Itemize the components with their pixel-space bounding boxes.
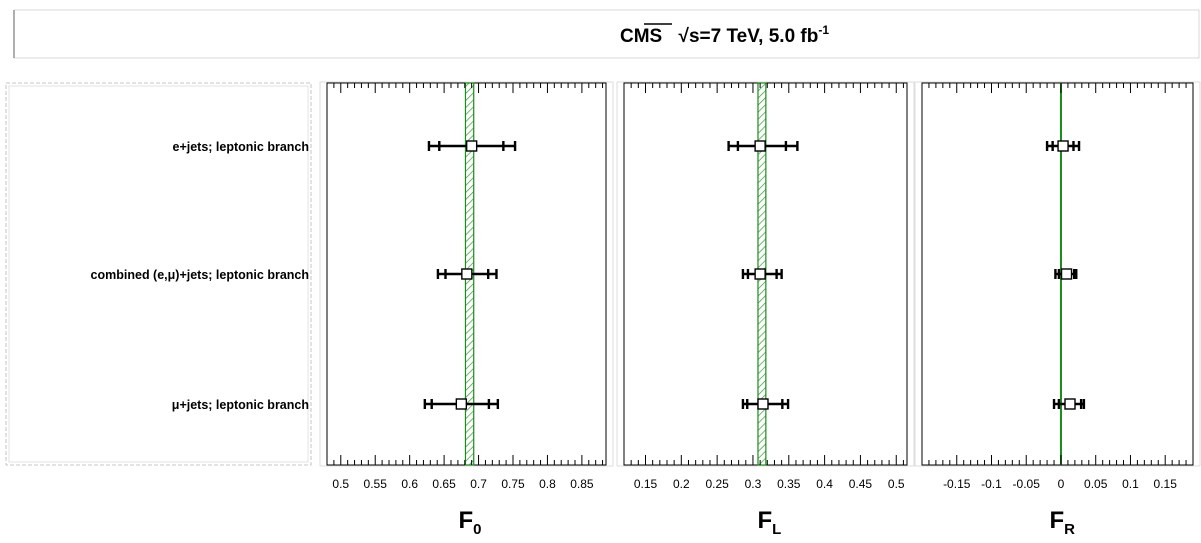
measurement-point bbox=[423, 398, 500, 410]
x-tick-label: 0.45 bbox=[849, 477, 873, 491]
x-tick-label: 0.05 bbox=[1084, 477, 1108, 491]
axis-title: F0 bbox=[459, 507, 482, 538]
panel-L: 0.15 0.2 0.25 0.3 0.35 0.4 0.45 0.5 FL bbox=[616, 81, 915, 538]
sqrt-s-label: s bbox=[689, 26, 700, 47]
x-tick-label: 0.55 bbox=[364, 477, 388, 491]
row-label-pad bbox=[5, 82, 312, 466]
x-tick-label: 0.1 bbox=[1122, 477, 1139, 491]
row-label: μ+jets; leptonic branch bbox=[172, 398, 309, 412]
x-tick-label: 0.6 bbox=[401, 477, 418, 491]
x-tick-label: 0.15 bbox=[634, 477, 658, 491]
central-value-marker bbox=[754, 268, 766, 280]
x-tick-label: 0.8 bbox=[539, 477, 556, 491]
x-tick-label: -0.05 bbox=[1013, 477, 1041, 491]
central-value-marker bbox=[1057, 140, 1069, 152]
central-value-marker bbox=[754, 140, 766, 152]
central-value-marker bbox=[455, 398, 468, 410]
x-tick-label: -0.1 bbox=[981, 477, 1002, 491]
central-value-marker bbox=[1060, 268, 1073, 280]
x-tick-label: 0.4 bbox=[816, 477, 833, 491]
plot-frame bbox=[921, 82, 1194, 466]
row-label: combined (e,μ)+jets; leptonic branch bbox=[91, 268, 309, 282]
x-tick-label: 0.15 bbox=[1154, 477, 1178, 491]
x-tick-label: 0 bbox=[1058, 477, 1065, 491]
lumi-exponent: -1 bbox=[818, 23, 829, 37]
row-labels: e+jets; leptonic branch combined (e,μ)+je… bbox=[91, 140, 309, 412]
measurement-point bbox=[1054, 268, 1078, 280]
svg-text:CMS √s=7 TeV, 5.0 fb-1: CMS √s=7 TeV, 5.0 fb-1 bbox=[620, 23, 829, 47]
row-label: e+jets; leptonic branch bbox=[173, 140, 310, 154]
x-tick-label: 0.75 bbox=[501, 477, 525, 491]
x-tick-label: 0.5 bbox=[332, 477, 349, 491]
measurement-point bbox=[741, 268, 783, 280]
panels: 0.5 0.55 0.6 0.65 0.7 0.75 0.8 0.85 F0 0.15 0.2 0.2… bbox=[319, 81, 1201, 538]
x-tick-label: 0.85 bbox=[570, 477, 594, 491]
measurement-point bbox=[1045, 140, 1081, 152]
x-tick-label: 0.3 bbox=[745, 477, 762, 491]
central-value-marker bbox=[465, 140, 478, 152]
axis-title: FR bbox=[1050, 507, 1076, 538]
x-tick-label: 0.7 bbox=[470, 477, 487, 491]
x-tick-label: 0.5 bbox=[888, 477, 905, 491]
x-tick-label: 0.2 bbox=[673, 477, 690, 491]
measurement-point bbox=[741, 398, 790, 410]
panel-0: 0.5 0.55 0.6 0.65 0.7 0.75 0.8 0.85 F0 bbox=[319, 81, 614, 538]
panel-R: -0.15 -0.1 -0.05 0 0.05 0.1 0.15 FR bbox=[914, 81, 1201, 538]
measurement-point bbox=[727, 140, 799, 152]
x-tick-label: 0.25 bbox=[705, 477, 729, 491]
central-value-marker bbox=[461, 268, 473, 280]
header-pad: CMS √s=7 TeV, 5.0 fb-1 bbox=[13, 9, 1200, 59]
energy-lumi-label: =7 TeV, 5.0 fb bbox=[700, 26, 819, 47]
axis-title: FL bbox=[758, 507, 782, 538]
measurement-point bbox=[1052, 398, 1086, 410]
central-value-marker bbox=[757, 398, 769, 410]
central-value-marker bbox=[1064, 398, 1076, 410]
x-tick-label: -0.15 bbox=[943, 477, 971, 491]
measurement-point bbox=[427, 140, 517, 152]
x-tick-label: 0.65 bbox=[432, 477, 456, 491]
x-tick-label: 0.35 bbox=[777, 477, 801, 491]
measurement-point bbox=[436, 268, 498, 280]
experiment-label: CMS bbox=[620, 26, 662, 47]
